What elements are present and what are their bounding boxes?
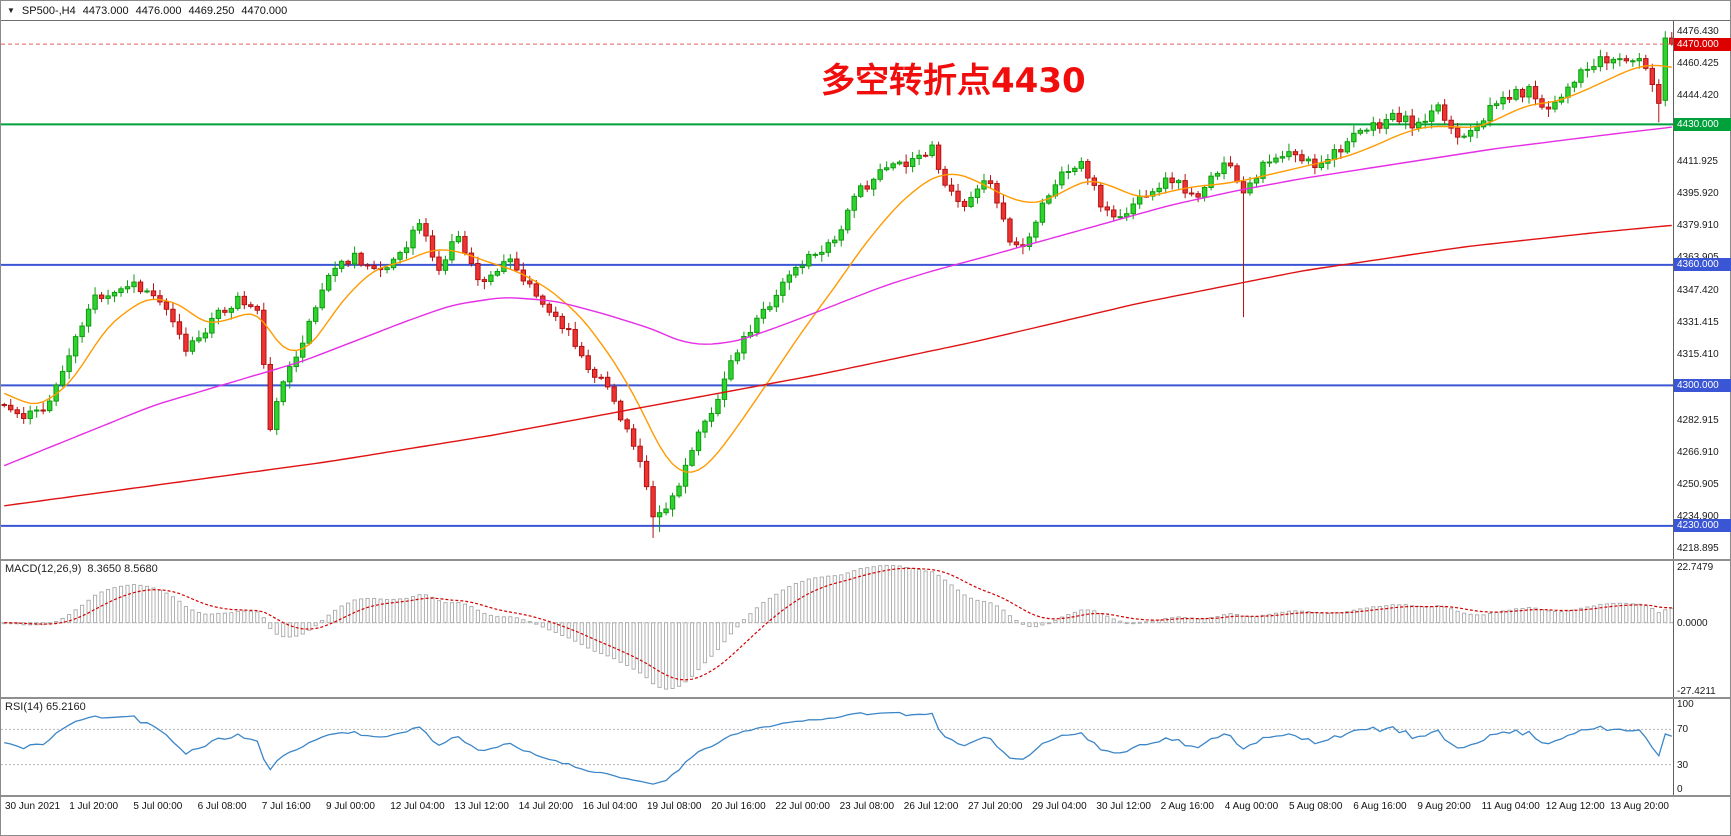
rsi-tick-label: 0 — [1677, 784, 1683, 795]
price-tick-label: 4282.915 — [1677, 414, 1719, 426]
time-label: 7 Jul 16:00 — [261, 801, 311, 812]
price-tag: 4360.000 — [1674, 258, 1731, 272]
time-label: 12 Jul 04:00 — [390, 801, 445, 812]
time-label: 22 Jul 00:00 — [775, 801, 830, 812]
macd-name: MACD(12,26,9) — [5, 563, 82, 575]
time-label: 2 Aug 16:00 — [1160, 801, 1214, 812]
time-label: 26 Jul 12:00 — [903, 801, 959, 812]
rsi-name: RSI(14) 65.2160 — [5, 701, 86, 713]
time-label: 1 Jul 20:00 — [69, 801, 119, 812]
price-tick-label: 4411.925 — [1677, 155, 1718, 167]
time-label: 23 Jul 08:00 — [839, 801, 895, 812]
price-tick-label: 4460.425 — [1677, 58, 1719, 70]
time-label: 19 Jul 08:00 — [647, 801, 702, 812]
rsi-tick-label: 100 — [1677, 699, 1694, 710]
low-value: 4469.250 — [188, 4, 235, 17]
time-label: 13 Aug 20:00 — [1610, 801, 1669, 812]
time-label: 5 Aug 08:00 — [1289, 801, 1343, 812]
price-tick-label: 4379.910 — [1677, 219, 1719, 231]
time-label: 6 Jul 08:00 — [197, 801, 247, 812]
price-tick-label: 4347.420 — [1677, 285, 1719, 297]
price-tick-label: 4218.895 — [1677, 543, 1719, 555]
macd-tick-label: -27.4211 — [1677, 686, 1716, 697]
time-label: 4 Aug 00:00 — [1224, 801, 1279, 812]
chart-header: ▼ SP500-,H4 4473.000 4476.000 4469.250 4… — [1, 1, 1730, 21]
time-axis[interactable]: 30 Jun 2021 1 Jul 20:00 5 Jul 00:00 6 Jul 0… — [1, 797, 1730, 819]
time-label: 30 Jun 2021 — [5, 801, 61, 812]
high-value: 4476.000 — [135, 4, 182, 17]
candlestick-chart[interactable] — [1, 21, 1675, 559]
macd-chart[interactable] — [1, 561, 1675, 697]
time-label: 11 Aug 04:00 — [1481, 801, 1540, 812]
rsi-label: RSI(14) 65.2160 — [5, 701, 86, 713]
macd-axis[interactable]: 22.7479 0.0000 -27.4211 — [1673, 561, 1730, 697]
price-tick-label: 4315.410 — [1677, 349, 1719, 361]
time-label: 9 Aug 20:00 — [1417, 801, 1471, 812]
price-tick-label: 4250.905 — [1677, 478, 1719, 490]
rsi-chart[interactable] — [1, 699, 1675, 795]
macd-panel[interactable]: MACD(12,26,9) 8.3650 8.5680 22.7479 0.0000… — [1, 561, 1730, 699]
window-menu-icon[interactable]: ▼ — [7, 6, 15, 15]
macd-tick-label: 0.0000 — [1677, 617, 1708, 629]
time-label: 5 Jul 00:00 — [133, 801, 183, 812]
time-label: 13 Jul 12:00 — [454, 801, 509, 812]
price-tick-label: 4266.910 — [1677, 446, 1719, 458]
time-label: 20 Jul 16:00 — [711, 801, 766, 812]
macd-tick-label: 22.7479 — [1677, 562, 1714, 573]
time-label: 29 Jul 04:00 — [1032, 801, 1087, 812]
close-value: 4470.000 — [241, 4, 288, 17]
price-tag: 4230.000 — [1674, 519, 1731, 533]
price-tick-label: 4331.415 — [1677, 317, 1719, 329]
rsi-panel[interactable]: RSI(14) 65.2160 100 70 30 0 — [1, 699, 1730, 797]
price-tag: 4470.000 — [1674, 37, 1731, 51]
time-label: 16 Jul 04:00 — [582, 801, 638, 812]
price-tick-label: 4363.905 — [1677, 252, 1719, 263]
rsi-axis[interactable]: 100 70 30 0 — [1673, 699, 1730, 795]
time-label: 30 Jul 12:00 — [1096, 801, 1151, 812]
price-tick-label: 4395.920 — [1677, 187, 1719, 199]
annotation-text[interactable]: 多空转折点4430 — [821, 61, 1086, 101]
price-tick-label: 4444.420 — [1677, 90, 1719, 102]
macd-values: 8.3650 8.5680 — [87, 563, 158, 575]
rsi-tick-label: 30 — [1677, 759, 1689, 771]
time-label: 27 Jul 20:00 — [968, 801, 1023, 812]
price-tick-label: 4234.900 — [1677, 511, 1719, 523]
price-tick-label: 4476.430 — [1677, 26, 1719, 38]
time-label: 6 Aug 16:00 — [1353, 801, 1407, 812]
price-tag: 4300.000 — [1674, 378, 1731, 392]
open-value: 4473.000 — [82, 4, 129, 17]
time-label: 9 Jul 00:00 — [326, 801, 375, 812]
macd-label: MACD(12,26,9) 8.3650 8.5680 — [5, 563, 158, 575]
price-tag: 4430.000 — [1674, 117, 1731, 131]
price-chart-panel[interactable]: 多空转折点4430 4476.430 4460.425 4444.420 4411.9… — [1, 21, 1731, 561]
symbol-period-label: SP500-,H4 — [21, 4, 76, 17]
rsi-tick-label: 70 — [1677, 724, 1689, 736]
price-axis[interactable]: 4476.430 4460.425 4444.420 4411.925 4395.920… — [1673, 21, 1731, 559]
time-label: 14 Jul 20:00 — [518, 801, 574, 812]
time-label: 12 Aug 12:00 — [1545, 801, 1605, 812]
